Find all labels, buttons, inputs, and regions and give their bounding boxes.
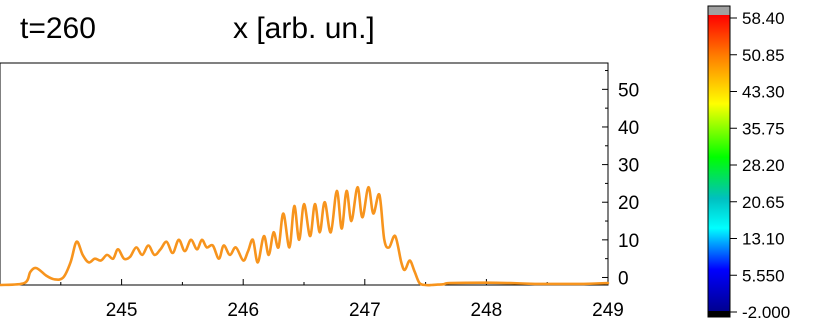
y-axis: 0 10 20 30 40 50: [602, 70, 639, 289]
colorbar-top-cap: [708, 6, 730, 15]
y-tick-label: 0: [618, 268, 629, 289]
x-axis: 245 246 247 248 249: [60, 279, 624, 321]
colorbar-tick-label: 43.30: [742, 83, 785, 102]
colorbar-tick-label: 58.40: [742, 9, 785, 28]
colorbar-tick-label: -2.000: [742, 303, 790, 322]
colorbar: 58.40 50.85 43.30 35.75 28.20 20.65 13.10 5.550…: [707, 5, 790, 322]
colorbar-tick-label: 13.10: [742, 230, 785, 249]
y-tick-label: 40: [618, 118, 639, 139]
x-tick-label: 249: [592, 300, 624, 321]
axis-title: x [arb. un.]: [233, 12, 375, 45]
y-tick-label: 30: [618, 156, 639, 177]
data-line: [0, 185, 610, 287]
colorbar-bottom-cap: [708, 311, 730, 317]
colorbar-tick-label: 28.20: [742, 156, 785, 175]
colorbar-tick-label: 20.65: [742, 193, 785, 212]
x-tick-label: 246: [227, 300, 259, 321]
x-tick-label: 248: [471, 300, 503, 321]
y-tick-label: 50: [618, 80, 639, 101]
y-tick-label: 10: [618, 231, 639, 252]
colorbar-tick-label: 50.85: [742, 46, 785, 65]
y-tick-label: 20: [618, 193, 639, 214]
x-tick-label: 247: [349, 300, 381, 321]
plot-frame: [0, 62, 609, 286]
colorbar-tick-label: 5.550: [742, 266, 785, 285]
x-tick-label: 245: [106, 300, 138, 321]
colorbar-frame: [707, 5, 731, 318]
colorbar-gradient: [708, 15, 730, 311]
time-label: t=260: [20, 12, 96, 45]
colorbar-tick-label: 35.75: [742, 119, 785, 138]
colorbar-ticks: 58.40 50.85 43.30 35.75 28.20 20.65 13.10 5.550…: [730, 9, 790, 322]
